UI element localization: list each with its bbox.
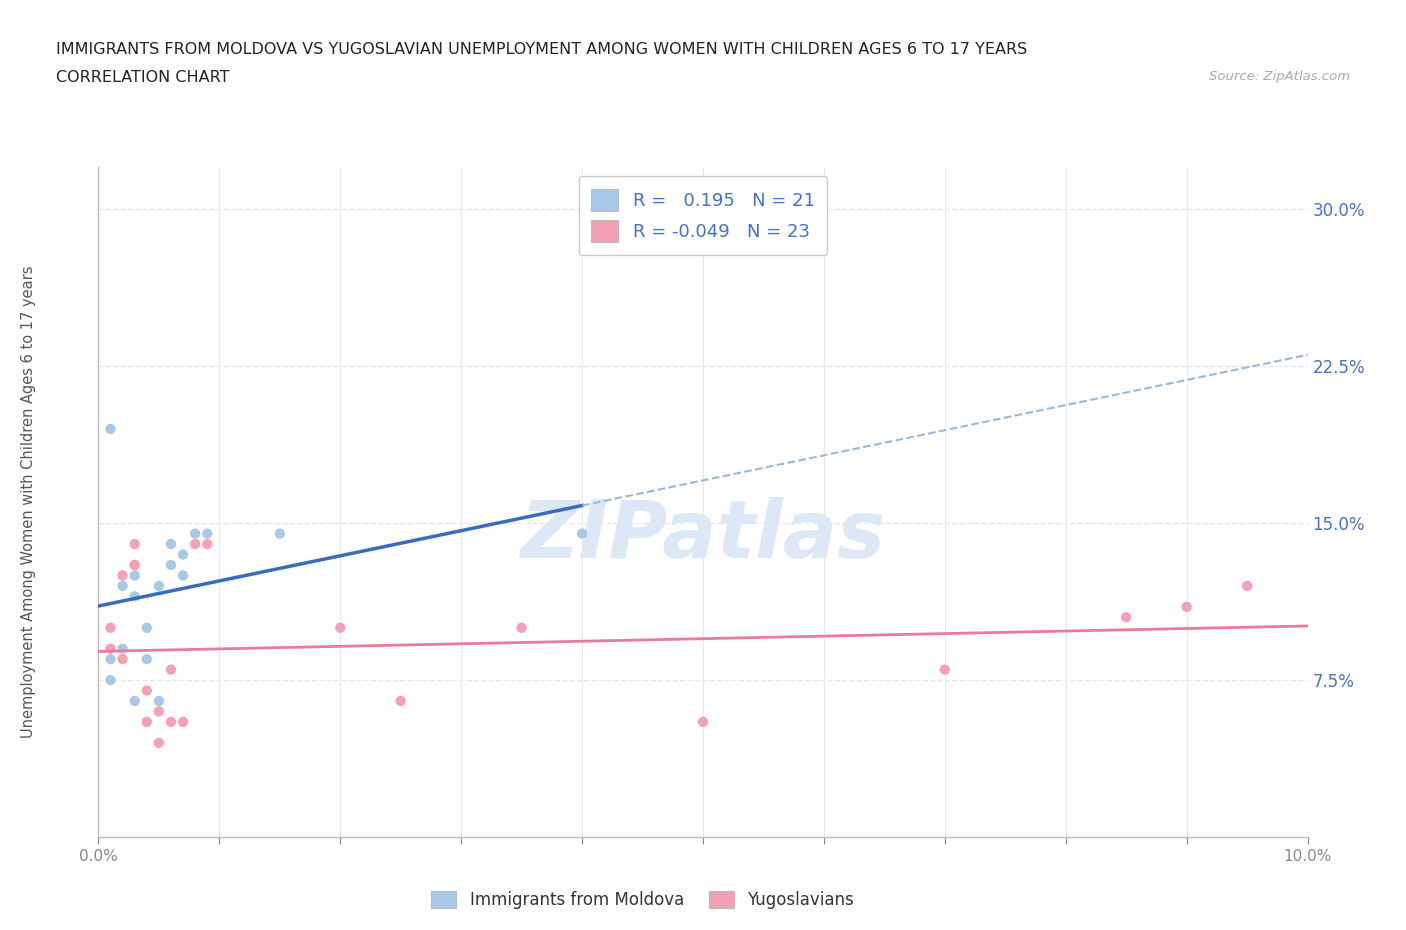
- Text: Source: ZipAtlas.com: Source: ZipAtlas.com: [1209, 70, 1350, 83]
- Text: ZIPatlas: ZIPatlas: [520, 497, 886, 575]
- Point: [571, 526, 593, 541]
- Point: [692, 714, 714, 729]
- Point: [111, 578, 134, 593]
- Point: [160, 537, 183, 551]
- Point: [124, 558, 146, 573]
- Point: [195, 526, 218, 541]
- Point: [160, 714, 183, 729]
- Point: [135, 714, 157, 729]
- Point: [100, 642, 122, 657]
- Point: [148, 578, 170, 593]
- Point: [172, 714, 194, 729]
- Point: [111, 652, 134, 667]
- Point: [269, 526, 291, 541]
- Text: CORRELATION CHART: CORRELATION CHART: [56, 70, 229, 85]
- Text: Unemployment Among Women with Children Ages 6 to 17 years: Unemployment Among Women with Children A…: [21, 266, 35, 738]
- Point: [124, 694, 146, 709]
- Point: [148, 694, 170, 709]
- Point: [124, 537, 146, 551]
- Point: [510, 620, 533, 635]
- Point: [111, 568, 134, 583]
- Point: [135, 652, 157, 667]
- Point: [148, 704, 170, 719]
- Point: [160, 662, 183, 677]
- Text: IMMIGRANTS FROM MOLDOVA VS YUGOSLAVIAN UNEMPLOYMENT AMONG WOMEN WITH CHILDREN AG: IMMIGRANTS FROM MOLDOVA VS YUGOSLAVIAN U…: [56, 42, 1028, 57]
- Point: [184, 526, 207, 541]
- Point: [195, 537, 218, 551]
- Point: [100, 672, 122, 687]
- Point: [111, 642, 134, 657]
- Point: [172, 547, 194, 562]
- Point: [160, 558, 183, 573]
- Point: [389, 694, 412, 709]
- Point: [124, 568, 146, 583]
- Point: [329, 620, 352, 635]
- Point: [148, 736, 170, 751]
- Point: [124, 558, 146, 573]
- Point: [100, 652, 122, 667]
- Point: [1236, 578, 1258, 593]
- Point: [135, 683, 157, 698]
- Legend: Immigrants from Moldova, Yugoslavians: Immigrants from Moldova, Yugoslavians: [425, 884, 860, 916]
- Point: [100, 620, 122, 635]
- Point: [124, 589, 146, 604]
- Point: [172, 568, 194, 583]
- Point: [100, 421, 122, 436]
- Point: [135, 620, 157, 635]
- Point: [184, 537, 207, 551]
- Point: [1115, 610, 1137, 625]
- Point: [1175, 600, 1198, 615]
- Point: [934, 662, 956, 677]
